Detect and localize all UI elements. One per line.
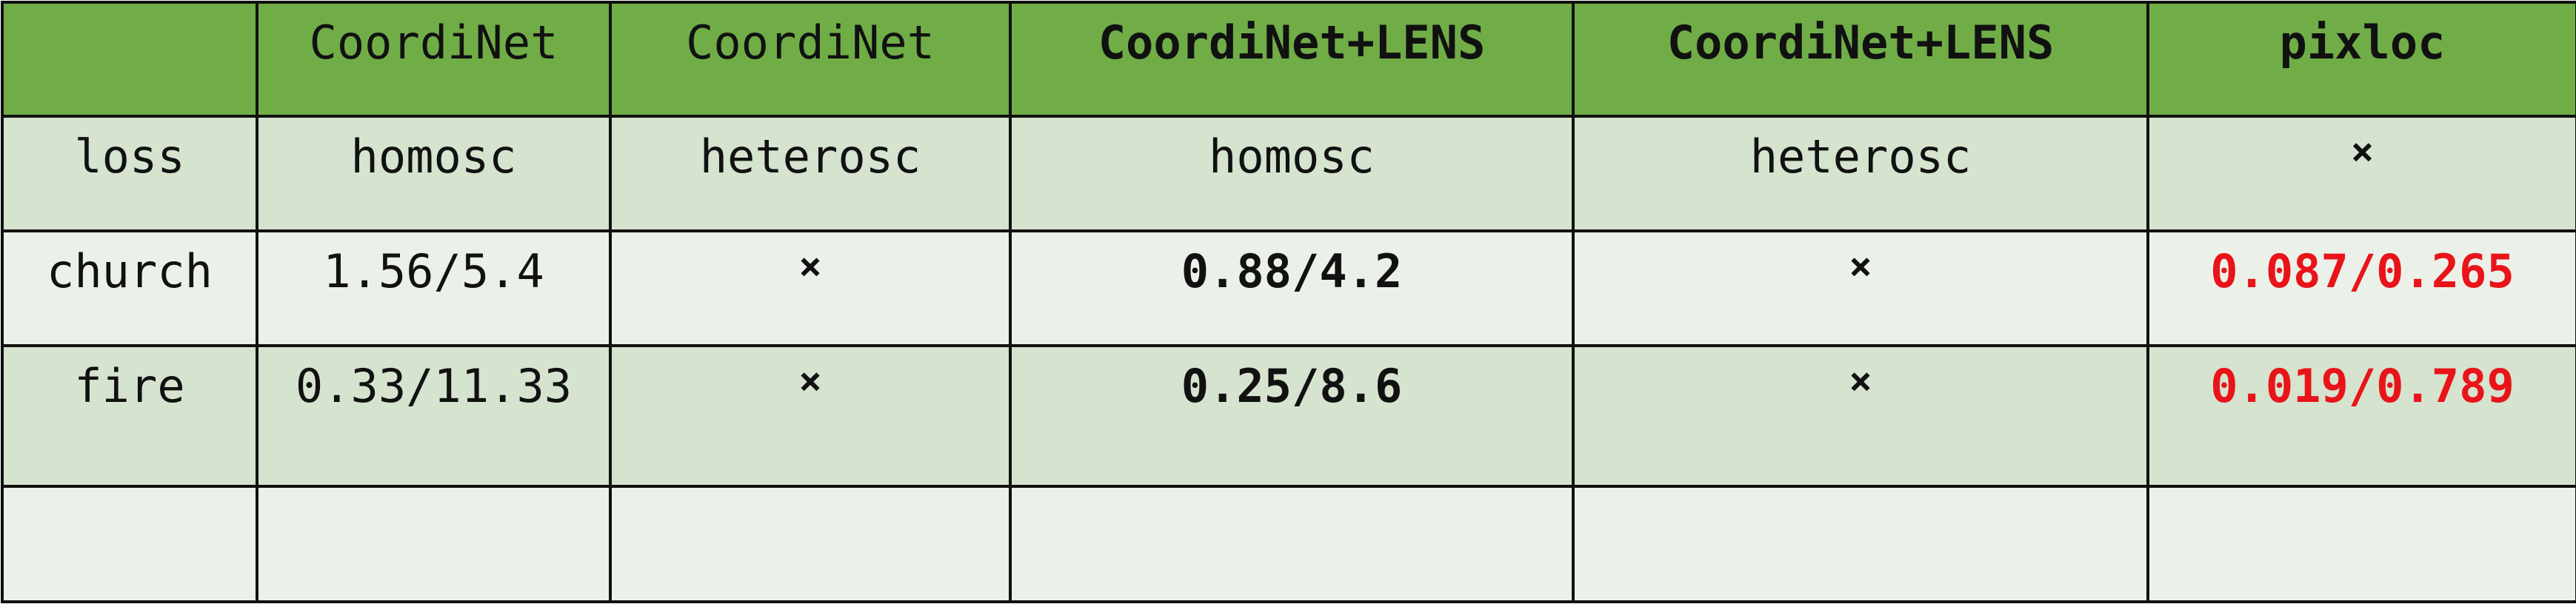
table-row-empty — [1, 485, 2576, 603]
cell-church-coordinet-1: 1.56/5.4 — [256, 229, 612, 347]
cell-church-pixloc: 0.087/0.265 — [2146, 229, 2576, 347]
cell-church-coordinet-lens-2: × — [1572, 229, 2149, 347]
header-cell-coordinet-2: CoordiNet — [609, 1, 1012, 118]
empty-cell — [1, 485, 258, 603]
empty-cell — [609, 485, 1012, 603]
cell-fire-coordinet-lens-1: 0.25/8.6 — [1009, 344, 1575, 488]
table-row-loss: loss homosc heterosc homosc heterosc × — [1, 115, 2576, 232]
cell-fire-coordinet-1: 0.33/11.33 — [256, 344, 612, 488]
empty-cell — [256, 485, 612, 603]
header-cell-coordinet-1: CoordiNet — [256, 1, 612, 118]
table-row-church: church 1.56/5.4 × 0.88/4.2 × 0.087/0.265 — [1, 229, 2576, 347]
cell-fire-coordinet-lens-2: × — [1572, 344, 2149, 488]
header-cell-corner — [1, 1, 258, 118]
empty-cell — [1572, 485, 2149, 603]
row-label-fire: fire — [1, 344, 258, 488]
header-row: CoordiNet CoordiNet CoordiNet+LENS Coord… — [1, 1, 2576, 118]
cell-loss-coordinet-lens-1: homosc — [1009, 115, 1575, 232]
cell-loss-coordinet-2: heterosc — [609, 115, 1012, 232]
empty-cell — [1009, 485, 1575, 603]
header-cell-coordinet-lens-2: CoordiNet+LENS — [1572, 1, 2149, 118]
row-label-loss: loss — [1, 115, 258, 232]
header-cell-pixloc: pixloc — [2146, 1, 2576, 118]
header-cell-coordinet-lens-1: CoordiNet+LENS — [1009, 1, 1575, 118]
cell-church-coordinet-2: × — [609, 229, 1012, 347]
table-row-fire: fire 0.33/11.33 × 0.25/8.6 × 0.019/0.789 — [1, 344, 2576, 488]
row-label-church: church — [1, 229, 258, 347]
cell-church-coordinet-lens-1: 0.88/4.2 — [1009, 229, 1575, 347]
cell-loss-coordinet-1: homosc — [256, 115, 612, 232]
cell-fire-coordinet-2: × — [609, 344, 1012, 488]
empty-cell — [2146, 485, 2576, 603]
cell-loss-coordinet-lens-2: heterosc — [1572, 115, 2149, 232]
cell-loss-pixloc: × — [2146, 115, 2576, 232]
cell-fire-pixloc: 0.019/0.789 — [2146, 344, 2576, 488]
